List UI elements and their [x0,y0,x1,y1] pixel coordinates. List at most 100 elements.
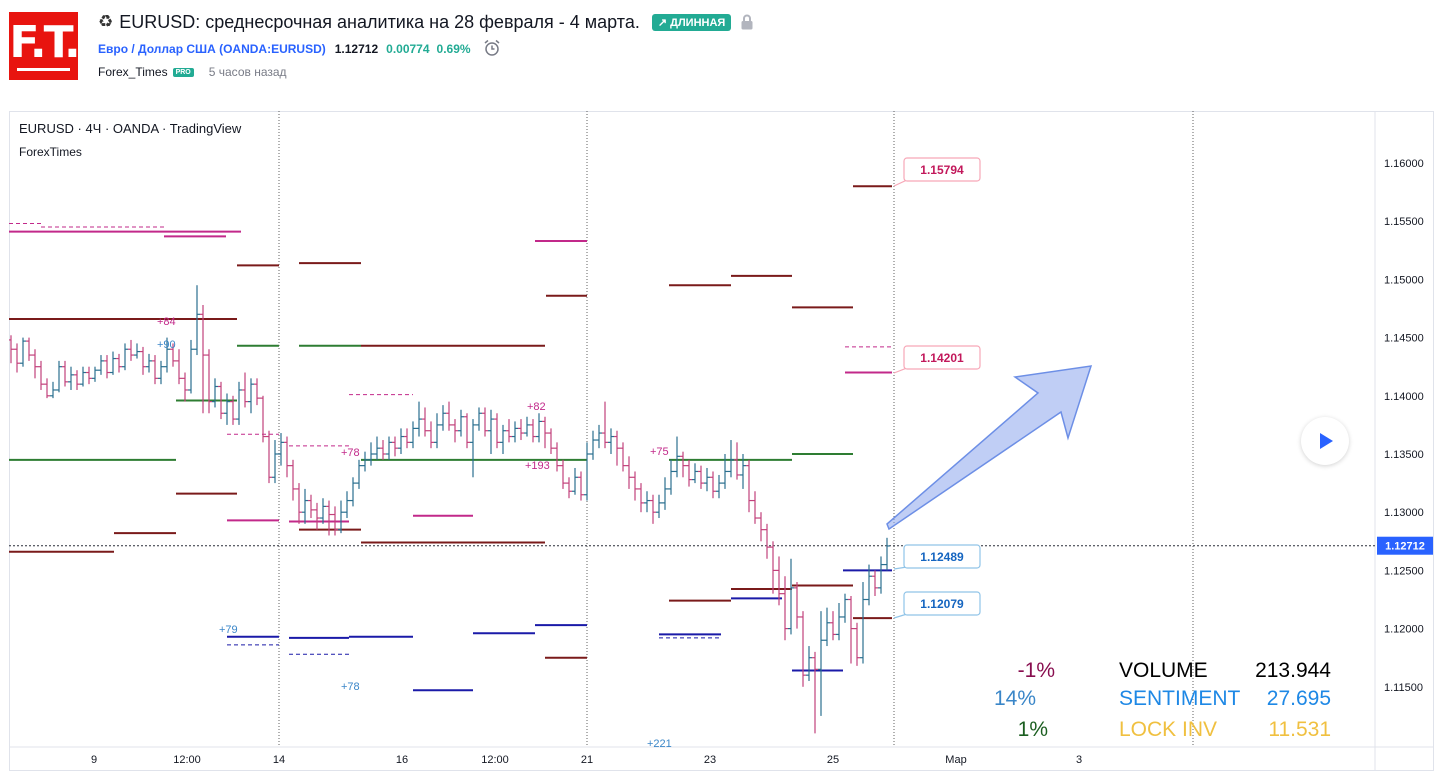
ohlc-bar [710,471,716,499]
ohlc-bar [794,582,800,629]
ohlc-bar [752,491,758,524]
play-icon [1320,433,1333,449]
callout-box [903,345,981,370]
ohlc-bar [530,419,536,443]
ohlc-bar [722,454,728,489]
level-annotation: +79 [219,624,238,636]
ohlc-bar [524,416,530,437]
ohlc-bar [98,355,104,375]
ohlc-bar [518,419,524,441]
ohlc-bar [356,459,362,489]
ohlc-bar [764,523,770,559]
price-axis-label: 1.16000 [1384,158,1424,170]
forex-times-logo[interactable]: F.T. [9,12,81,80]
ohlc-bar [170,343,176,367]
current-price: 1.12712 [334,42,379,56]
ohlc-bar [254,378,260,406]
ohlc-bar [854,622,860,666]
ohlc-bar [686,459,692,487]
pro-badge: PRO [172,67,194,77]
ohlc-bar [488,409,494,454]
symbol-link[interactable]: Евро / Доллар США (OANDA:EURUSD) [98,42,326,56]
ohlc-bar [248,378,254,414]
ohlc-bar [806,646,812,681]
ohlc-bar [662,477,668,510]
stats-row: 1% LOCK INV 11.531 [1018,718,1331,741]
author-name[interactable]: Forex_Times [98,65,168,79]
ohlc-bar [86,366,92,385]
idea-title: EURUSD: среднесрочная аналитика на 28 фе… [119,11,640,32]
time-axis-label: 3 [1076,754,1082,766]
stat-percent: 1% [1018,718,1048,741]
ohlc-bar [272,440,278,484]
ohlc-bar [188,339,194,394]
ohlc-bar [128,339,134,361]
ohlc-bar [182,372,188,402]
ohlc-bar [830,611,836,641]
ohlc-bar [650,494,656,524]
chart-author-label: ForexTimes [19,145,82,159]
ohlc-bar [386,436,392,460]
symbol-row: Евро / Доллар США (OANDA:EURUSD) 1.12712… [98,39,501,60]
ohlc-bar [500,424,506,454]
ohlc-bar [296,483,302,524]
ohlc-bar [584,442,590,501]
ohlc-bar [266,430,272,484]
long-position-badge: ↗ ДЛИННАЯ [651,13,732,31]
ohlc-bar [338,500,344,534]
ohlc-bar [80,366,86,387]
ohlc-bar [122,343,128,371]
level-annotation: +90 [157,339,176,351]
ohlc-bar [536,413,542,443]
ohlc-bar [818,611,824,716]
ohlc-bar [464,413,470,449]
ohlc-bar [38,360,44,390]
ohlc-bar [602,401,608,449]
ohlc-bar [44,378,50,399]
ohlc-bar [164,337,170,373]
ohlc-bar [320,498,326,524]
ohlc-bar [716,474,722,499]
alarm-clock-icon[interactable] [483,39,501,60]
price-change-percent: 0.69% [436,42,471,56]
ohlc-bar [512,421,518,443]
price-callout: 1.15794 [893,157,981,187]
play-button[interactable] [1301,417,1349,465]
ohlc-bar [152,355,158,385]
ohlc-bar [836,602,842,641]
ohlc-bar [782,576,788,641]
ohlc-bar [242,372,248,408]
ohlc-bar [218,381,224,420]
price-axis-label: 1.15000 [1384,274,1424,286]
ohlc-bar [368,442,374,466]
ohlc-bar [848,596,854,664]
stat-percent: -1% [1018,659,1055,682]
ohlc-bar [452,419,458,443]
ohlc-bar [542,416,548,449]
ohlc-bar [398,428,404,454]
ohlc-bar [284,436,290,478]
ohlc-bar [404,428,410,449]
stat-value: 11.531 [1268,718,1331,741]
level-annotation: +193 [525,460,550,472]
time-axis-label: 14 [273,754,285,766]
ohlc-bar [344,491,350,519]
chart-symbol-header: EURUSD · 4Ч · OANDA · TradingView [19,121,242,136]
ohlc-bar [800,611,806,687]
ohlc-bar [302,488,308,524]
ohlc-bar [9,335,14,364]
ohlc-bar [734,442,740,480]
price-axis-label: 1.13500 [1384,449,1424,461]
price-axis-label: 1.14500 [1384,333,1424,345]
ohlc-bar [566,477,572,499]
ohlc-bar [608,428,614,454]
ohlc-bar [770,541,776,594]
ohlc-bar [146,353,152,373]
stat-percent: 14% [994,687,1036,710]
time-axis-label: 16 [396,754,408,766]
ohlc-bar [50,381,56,399]
ohlc-bar [596,424,602,449]
author-row: Forex_Times PRO 5 часов назад [98,63,287,81]
current-price-marker [1377,536,1433,555]
price-chart[interactable]: +84 +90 +78 +193 +82 +75 +79 +78 +221 1.15794 1.14… [9,111,1434,771]
